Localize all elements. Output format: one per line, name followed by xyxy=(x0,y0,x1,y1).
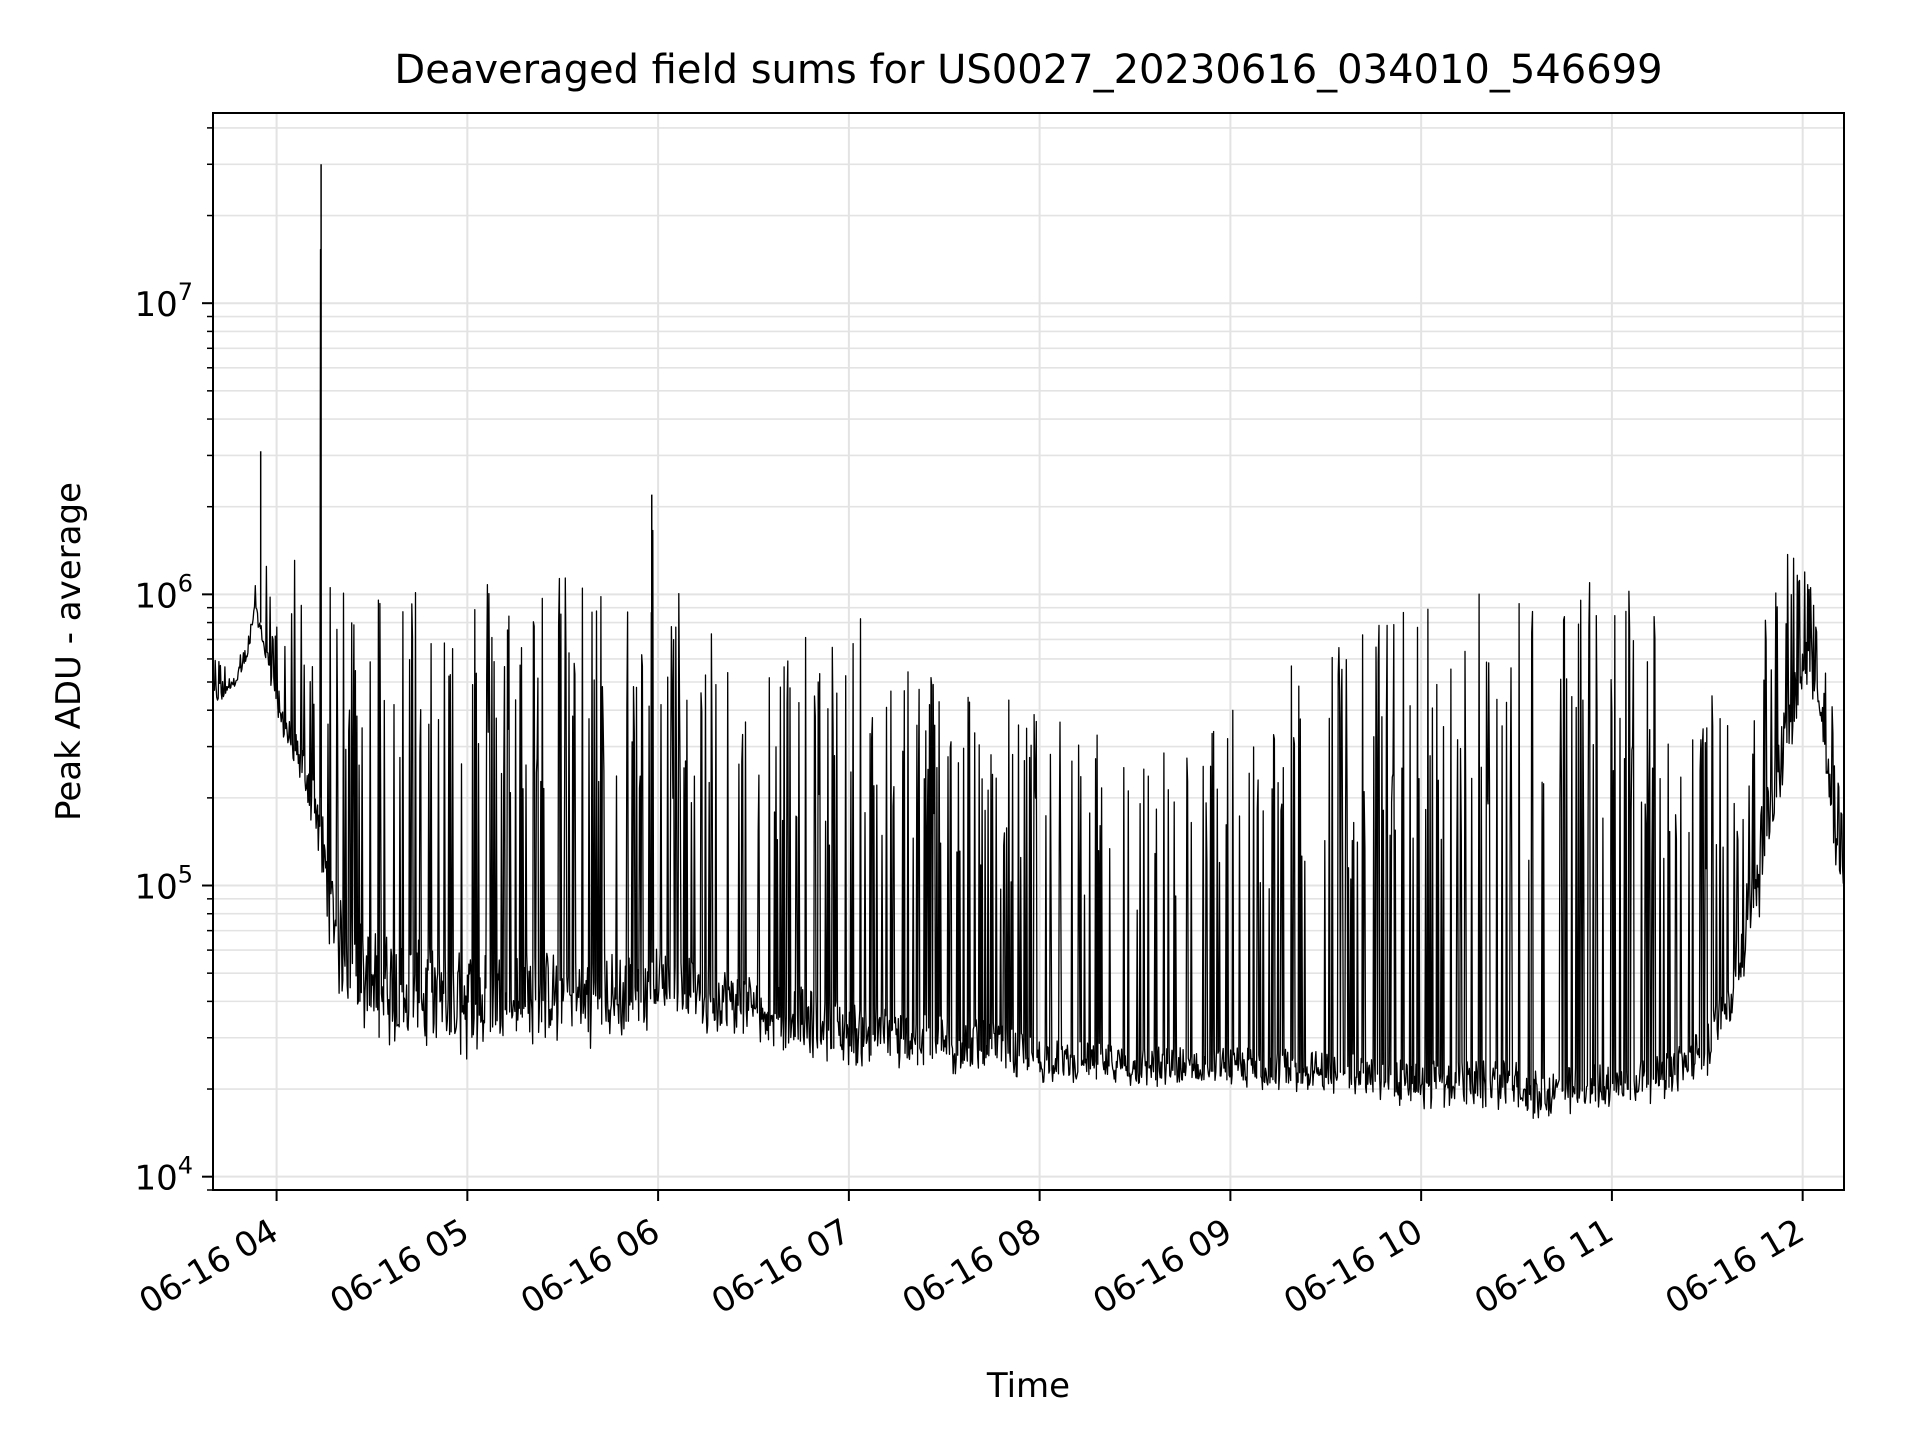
chart-title: Deaveraged field sums for US0027_2023061… xyxy=(394,47,1662,93)
y-tick-exponent: 6 xyxy=(178,569,193,597)
series-line xyxy=(212,248,1845,1119)
y-axis-label: Peak ADU - average xyxy=(49,482,89,821)
x-axis-label: Time xyxy=(986,1366,1070,1406)
plot-frame xyxy=(212,112,1845,1191)
y-tick-exponent: 7 xyxy=(178,278,193,306)
series-group xyxy=(212,164,1845,1119)
y-tick-exponent: 5 xyxy=(178,861,193,889)
y-tick-exponent: 4 xyxy=(178,1152,193,1180)
y-tick-label: 106 xyxy=(134,569,193,616)
